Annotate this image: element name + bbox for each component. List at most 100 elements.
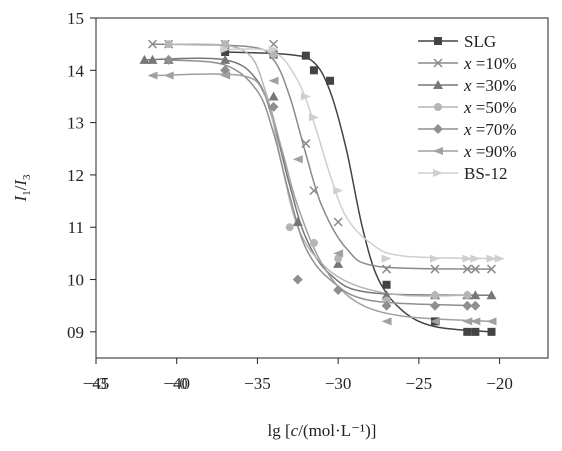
y-tick-label: 09 [67, 323, 84, 342]
axis-ticks: −45 −40 −35 −30 −25 −20 −3 −0 09 10 11 12 13 14 15 [67, 9, 513, 393]
data-point [301, 139, 311, 149]
data-point [462, 300, 473, 311]
y-axis-label: I1/I3 [11, 174, 33, 203]
x-tick-label: −45 [83, 374, 110, 393]
y-tick-label: 14 [67, 61, 85, 80]
data-point [430, 317, 440, 326]
data-point [309, 238, 318, 247]
y-tick-label: 12 [67, 166, 84, 185]
data-point [268, 91, 279, 101]
x-axis-label-italic: c [291, 421, 299, 440]
y-tick-label: 15 [67, 9, 84, 28]
x-axis-label-prefix: lg [ [268, 421, 291, 440]
legend-marker [433, 80, 443, 89]
legend-label: x =90% [463, 142, 517, 161]
data-point [292, 217, 303, 226]
y-axis-label-sub1: 1 [21, 190, 33, 196]
legend-marker [433, 147, 443, 155]
data-point [147, 54, 158, 64]
data-point [470, 300, 481, 311]
data-point [308, 113, 319, 122]
data-point [333, 285, 344, 295]
y-axis-label-sub2: 3 [21, 174, 33, 180]
data-point [333, 258, 344, 268]
data-point [463, 327, 472, 336]
data-point [268, 76, 279, 85]
data-point [382, 296, 391, 305]
legend-label: x =50% [463, 98, 517, 117]
data-point [430, 264, 440, 274]
data-point [382, 280, 391, 289]
x-axis-label-suffix: /(mol·L⁻¹)] [298, 421, 376, 440]
data-point [334, 254, 343, 263]
series-curve [152, 73, 492, 323]
legend-marker [433, 124, 443, 134]
data-point [221, 48, 230, 56]
data-point [269, 50, 278, 59]
data-point [268, 45, 279, 54]
data-point [300, 92, 311, 101]
y-axis-label-main2: I [11, 179, 30, 187]
y-tick-label: 11 [68, 218, 84, 237]
data-point [309, 186, 319, 196]
data-point [333, 217, 343, 227]
data-point [381, 300, 392, 311]
data-point [470, 264, 480, 274]
data-point [486, 290, 497, 300]
data-point [326, 76, 335, 85]
data-point [220, 45, 231, 54]
data-point [430, 254, 440, 263]
data-point [486, 264, 497, 274]
x-tick-label: −20 [486, 374, 513, 393]
data-point [309, 66, 318, 75]
data-point [292, 155, 303, 164]
legend-label: x =30% [463, 76, 517, 95]
data-point [221, 40, 230, 49]
data-point [220, 71, 231, 80]
legend-marker [434, 37, 442, 45]
legend-marker [433, 58, 443, 68]
data-point [486, 317, 497, 326]
data-point [463, 291, 472, 300]
data-points [139, 39, 505, 336]
data-point [147, 39, 158, 49]
data-point [164, 40, 173, 49]
data-point [163, 71, 174, 80]
y-tick-label: 10 [67, 271, 84, 290]
data-point [381, 290, 392, 300]
data-point [220, 54, 231, 64]
legend-label: x =10% [463, 54, 517, 73]
legend-marker [434, 103, 442, 111]
y-axis-label-main: I [11, 195, 30, 203]
data-point [381, 254, 392, 263]
data-point [487, 327, 496, 336]
data-point [139, 54, 150, 64]
y-axis-label-sep: / [11, 185, 30, 190]
data-point [285, 223, 294, 232]
data-point [470, 290, 481, 300]
series-curve [168, 59, 476, 307]
data-point [301, 51, 310, 60]
legend: SLG x =10% x =30% x =50% x =70% x =90% BS-12 [418, 32, 517, 183]
data-point [470, 317, 481, 326]
data-point [470, 254, 481, 263]
x-tick-overlay-label: −0 [170, 374, 188, 393]
data-point [147, 71, 158, 80]
series-curve [225, 48, 500, 260]
data-point [462, 264, 472, 274]
legend-label: SLG [464, 32, 496, 51]
data-point [163, 54, 174, 65]
data-point [494, 254, 505, 263]
data-point [333, 249, 344, 258]
legend-label: x =70% [463, 120, 517, 139]
x-axis-label: lg [c/(mol·L⁻¹)] [268, 421, 377, 440]
x-tick-label: −35 [244, 374, 271, 393]
data-point [268, 101, 279, 112]
data-point [430, 300, 440, 311]
y-tick-label: 13 [67, 114, 84, 133]
data-point [381, 317, 392, 326]
data-point [333, 186, 344, 195]
data-point [486, 254, 497, 263]
legend-marker [433, 169, 443, 177]
